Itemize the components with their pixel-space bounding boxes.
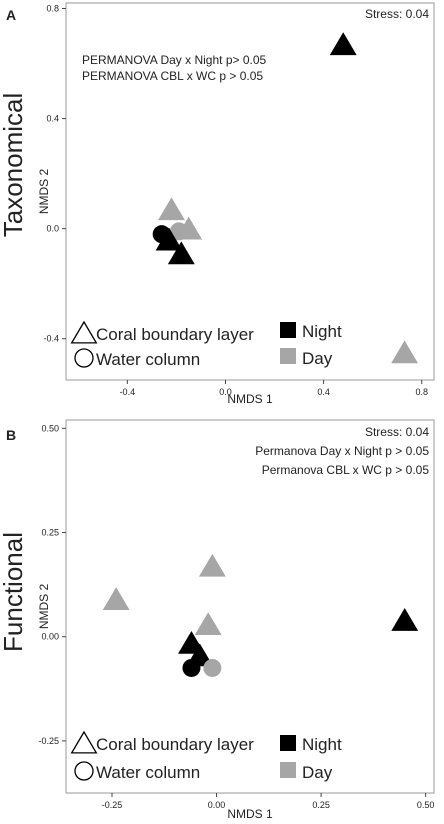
- y-tick-label: 0.00: [41, 632, 59, 642]
- x-tick-label: 0.0: [219, 387, 232, 397]
- y-axis-label: NMDS 2: [37, 584, 51, 630]
- plot-frame: [65, 2, 435, 381]
- stress-annotation: Stress: 0.04: [365, 425, 429, 439]
- legend-label: Night: [302, 735, 342, 754]
- data-point-circle: [182, 658, 201, 677]
- legend-label: Day: [302, 763, 333, 782]
- permanova-annotation: PERMANOVA CBL x WC p > 0.05: [82, 69, 263, 83]
- panel-a: A Taxonomical -0.4 0.0 0.4 0.8 -0.4 0.0 0.4 0.8 NM…: [0, 2, 435, 406]
- legend-label: Water column: [96, 763, 200, 782]
- y-tick-label: 0.4: [46, 114, 59, 124]
- data-point-triangle: [391, 608, 419, 631]
- data-point-triangle: [102, 587, 130, 611]
- legend-swatch-day: [280, 762, 296, 778]
- y-tick-label: -0.25: [38, 736, 59, 746]
- data-point-triangle: [391, 340, 418, 364]
- data-point-triangle: [198, 553, 226, 577]
- x-tick-label: 0.4: [317, 387, 330, 397]
- legend-label: Night: [302, 322, 342, 341]
- y-axis-label: NMDS 2: [37, 169, 51, 215]
- data-point-triangle: [155, 227, 183, 251]
- permanova-annotation: PERMANOVA Day x Night p> 0.05: [82, 53, 267, 67]
- x-tick-label: 0.50: [417, 800, 435, 810]
- legend-label: Day: [302, 349, 333, 368]
- legend-circle-icon: [74, 761, 94, 781]
- row-label: Taxonomical: [0, 93, 28, 238]
- legend: Coral boundary layer Water column Night Day: [70, 730, 342, 782]
- legend-swatch-night: [280, 735, 296, 751]
- x-tick-label: -0.25: [102, 800, 123, 810]
- data-point-circle: [203, 658, 222, 677]
- legend-label: Coral boundary layer: [96, 735, 254, 754]
- legend: Coral boundary layer Water column Night Day: [70, 320, 342, 369]
- panel-letter: A: [6, 7, 16, 23]
- x-axis-label: NMDS 1: [227, 807, 273, 821]
- permanova-annotation: Permanova Day x Night p > 0.05: [255, 444, 429, 458]
- legend-triangle-icon: [70, 730, 98, 754]
- x-tick-label: 0.8: [415, 387, 428, 397]
- legend-triangle-icon: [70, 320, 98, 344]
- permanova-annotation: Permanova CBL x WC p > 0.05: [262, 463, 430, 477]
- stress-annotation: Stress: 0.04: [365, 7, 429, 21]
- legend-swatch-night: [280, 322, 296, 338]
- data-point-triangle: [167, 241, 195, 265]
- legend-label: Coral boundary layer: [96, 325, 254, 344]
- data-point-triangle: [329, 32, 357, 56]
- x-tick-label: 0.25: [312, 800, 330, 810]
- legend-swatch-day: [280, 348, 296, 364]
- legend-label: Water column: [96, 350, 200, 369]
- data-point-circle: [169, 222, 188, 241]
- y-tick-label: -0.4: [43, 334, 59, 344]
- row-label: Functional: [0, 532, 28, 652]
- x-tick-label: 0.00: [208, 800, 226, 810]
- panel-b: B Functional -0.25 0.00 0.25 0.50 -0.25 0.00 0.2…: [0, 419, 435, 821]
- y-tick-label: 0.50: [41, 423, 59, 433]
- x-tick-label: -0.4: [120, 387, 136, 397]
- y-tick-label: 0.8: [46, 4, 59, 14]
- x-axis-label: NMDS 1: [227, 392, 273, 406]
- y-tick-label: 0.0: [46, 224, 59, 234]
- data-point-triangle: [158, 197, 185, 221]
- y-tick-label: 0.25: [41, 528, 59, 538]
- legend-circle-icon: [74, 348, 94, 368]
- data-point-triangle: [194, 612, 222, 636]
- panel-letter: B: [6, 427, 16, 443]
